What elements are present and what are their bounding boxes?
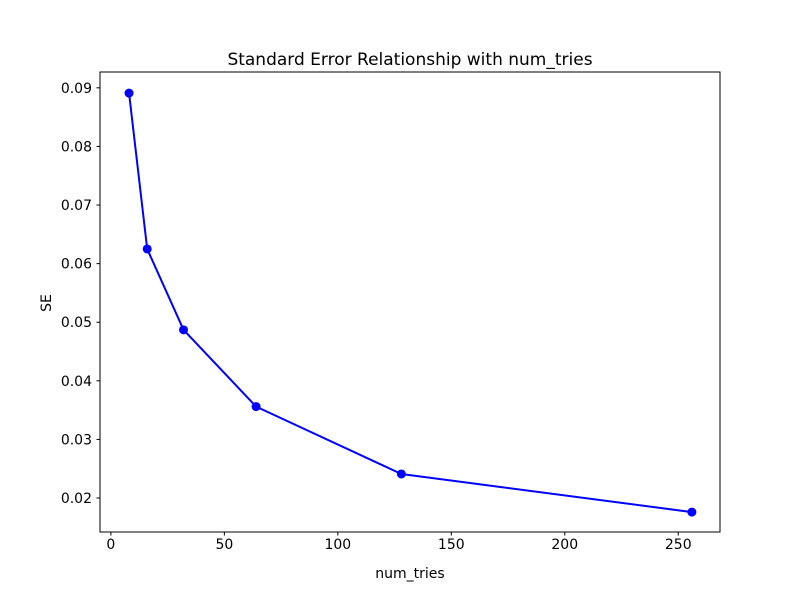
data-point xyxy=(251,402,261,412)
y-axis-label: SE xyxy=(39,294,55,312)
x-tick-label: 250 xyxy=(665,537,692,553)
x-axis-label: num_tries xyxy=(375,566,444,582)
plot-border xyxy=(99,71,721,533)
data-point xyxy=(179,325,189,335)
data-point xyxy=(124,88,134,98)
y-tick-label: 0.03 xyxy=(61,432,92,448)
x-tick-label: 200 xyxy=(551,537,578,553)
y-tick-label: 0.08 xyxy=(61,139,92,155)
y-tick-label: 0.05 xyxy=(61,315,92,331)
chart-title: Standard Error Relationship with num_tri… xyxy=(227,50,592,70)
x-tick-label: 100 xyxy=(324,537,351,553)
data-series xyxy=(124,88,697,517)
y-tick-label: 0.02 xyxy=(61,491,92,507)
x-tick-label: 150 xyxy=(438,537,465,553)
y-tick-label: 0.09 xyxy=(61,81,92,97)
plot-area xyxy=(100,72,720,532)
y-tick-label: 0.07 xyxy=(61,198,92,214)
x-tick-label: 50 xyxy=(215,537,233,553)
data-point xyxy=(142,244,152,254)
x-tick-label: 0 xyxy=(106,537,115,553)
axis-ticks: 0 50 100 150 200 250 0.02 0.03 0.04 0.05 0.06 0.07 0… xyxy=(61,81,692,553)
data-point xyxy=(687,507,697,517)
y-tick-label: 0.04 xyxy=(61,374,92,390)
data-point xyxy=(396,469,406,479)
y-tick-label: 0.06 xyxy=(61,257,92,273)
series-line xyxy=(128,92,693,514)
